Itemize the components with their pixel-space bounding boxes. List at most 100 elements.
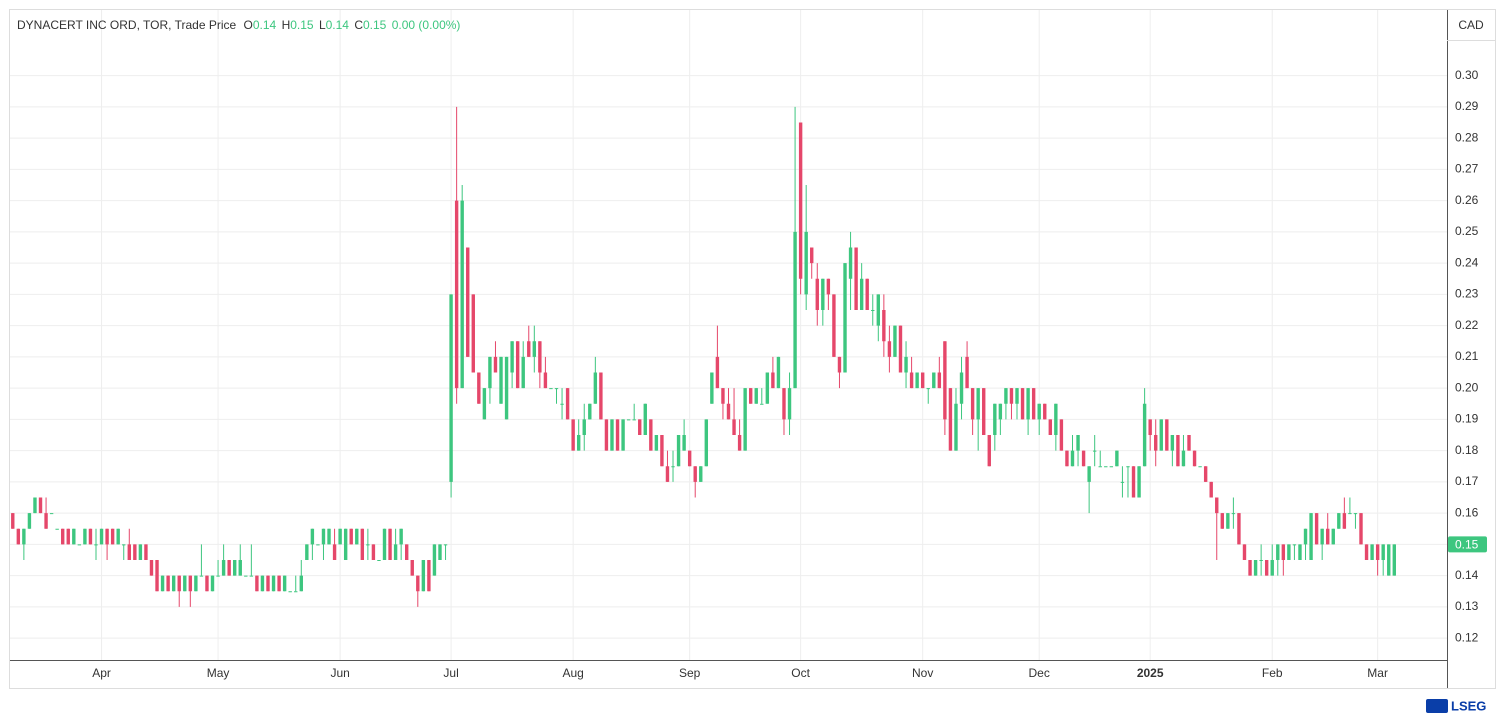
candle-body bbox=[105, 528, 109, 545]
ohlc-value: 0.14 bbox=[253, 18, 277, 32]
candle-body bbox=[321, 528, 326, 545]
candle-body bbox=[327, 528, 331, 545]
brand-name: LSEG bbox=[1451, 698, 1486, 713]
candle-body bbox=[160, 575, 165, 592]
candle-body bbox=[1109, 466, 1114, 468]
candle-body bbox=[660, 435, 664, 467]
candle-body bbox=[1326, 528, 1330, 545]
y-tick-label: 0.26 bbox=[1455, 193, 1479, 207]
y-tick-label: 0.23 bbox=[1455, 287, 1479, 301]
candle-body bbox=[710, 372, 714, 404]
candle-body bbox=[504, 356, 509, 420]
x-tick-label: 2025 bbox=[1137, 666, 1164, 680]
y-tick-label: 0.12 bbox=[1455, 630, 1479, 644]
candle-body bbox=[432, 544, 437, 576]
candle-body bbox=[1043, 403, 1047, 420]
candle-body bbox=[110, 528, 115, 545]
candle-body bbox=[549, 388, 553, 390]
candle-body bbox=[1159, 419, 1163, 451]
candle-body bbox=[715, 356, 720, 389]
candle-body bbox=[982, 388, 986, 435]
candle-body bbox=[471, 294, 475, 373]
candle-body bbox=[1092, 450, 1097, 452]
candle-body bbox=[1303, 528, 1308, 545]
candle-body bbox=[576, 435, 581, 451]
x-tick-label: Dec bbox=[1029, 666, 1050, 680]
candle-body bbox=[1387, 544, 1391, 576]
candle-body bbox=[510, 341, 514, 373]
candle-body bbox=[1276, 544, 1280, 560]
ohlc-label: L bbox=[319, 18, 326, 32]
candle-body bbox=[460, 200, 464, 389]
y-tick-label: 0.16 bbox=[1455, 505, 1479, 519]
candle-body bbox=[33, 497, 37, 514]
candle-body bbox=[149, 560, 154, 576]
candle-body bbox=[416, 575, 420, 592]
candle-body bbox=[299, 575, 303, 592]
candle-body bbox=[316, 544, 320, 546]
candle-body bbox=[72, 528, 76, 545]
candle-body bbox=[926, 388, 930, 390]
candle-body bbox=[621, 419, 625, 451]
candle-body bbox=[748, 388, 753, 404]
candle-body bbox=[1392, 544, 1396, 576]
brand-icon bbox=[1426, 699, 1448, 713]
candle-body bbox=[1226, 513, 1230, 529]
candle-body bbox=[438, 544, 442, 560]
candle-body bbox=[144, 544, 148, 560]
candle-body bbox=[138, 544, 143, 560]
candle-body bbox=[626, 419, 631, 421]
x-tick-label: Oct bbox=[791, 666, 810, 680]
candle-body bbox=[310, 528, 315, 545]
candle-body bbox=[837, 356, 842, 373]
candle-body bbox=[1320, 528, 1324, 545]
candle-body bbox=[1203, 466, 1208, 482]
y-tick-label: 0.25 bbox=[1455, 224, 1479, 238]
candle-body bbox=[44, 513, 48, 529]
candle-body bbox=[1065, 450, 1069, 467]
candle-body bbox=[233, 560, 237, 576]
candle-body bbox=[216, 575, 220, 577]
candle-body bbox=[732, 419, 736, 435]
candle-body bbox=[449, 294, 453, 482]
candle-body bbox=[61, 528, 65, 545]
candle-body bbox=[399, 528, 403, 545]
candle-body bbox=[1370, 544, 1374, 560]
candle-body bbox=[793, 231, 797, 389]
candle-body bbox=[1231, 513, 1236, 515]
candle-body bbox=[1120, 481, 1125, 483]
candle-body bbox=[1026, 388, 1030, 420]
chart-frame bbox=[9, 9, 1496, 689]
y-tick-label: 0.30 bbox=[1455, 68, 1479, 82]
candle-body bbox=[288, 591, 292, 593]
candle-body bbox=[865, 278, 869, 310]
candle-body bbox=[405, 544, 409, 560]
x-tick-label: May bbox=[207, 666, 230, 680]
candle-body bbox=[754, 388, 758, 404]
candle-body bbox=[565, 388, 570, 420]
candle-body bbox=[1353, 513, 1358, 515]
candle-body bbox=[1281, 544, 1286, 560]
candle-body bbox=[377, 560, 381, 561]
candle-body bbox=[954, 403, 958, 451]
candle-body bbox=[227, 560, 231, 576]
candle-body bbox=[599, 372, 603, 420]
candle-body bbox=[854, 247, 858, 310]
candle-body bbox=[876, 294, 881, 326]
candle-body bbox=[1054, 403, 1058, 435]
candle-body bbox=[1220, 513, 1224, 529]
candle-body bbox=[1115, 450, 1119, 467]
candle-body bbox=[1187, 435, 1191, 451]
x-tick-label: Aug bbox=[562, 666, 583, 680]
candle-body bbox=[454, 200, 459, 389]
candle-body bbox=[1148, 419, 1152, 435]
candle-body bbox=[77, 544, 82, 546]
candle-body bbox=[810, 247, 814, 264]
candle-body bbox=[155, 560, 159, 592]
ohlc-label: O bbox=[244, 18, 253, 32]
y-tick-label: 0.27 bbox=[1455, 162, 1479, 176]
candle-body bbox=[205, 575, 209, 592]
candle-body bbox=[765, 372, 770, 404]
candle-body bbox=[1215, 497, 1219, 514]
candle-body bbox=[527, 341, 531, 357]
